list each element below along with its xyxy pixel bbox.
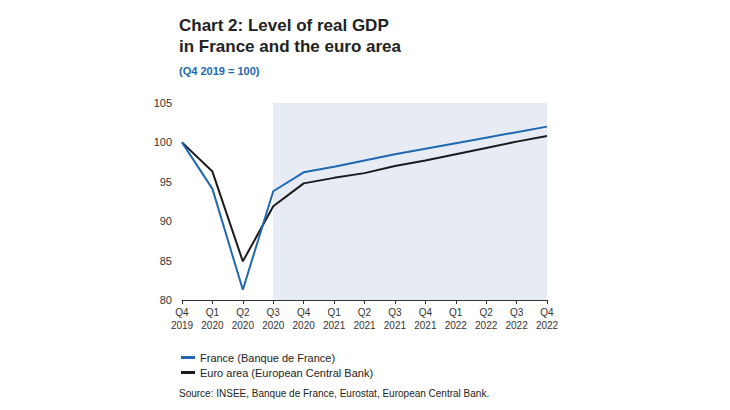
svg-text:Source: INSEE, Banque de Franc: Source: INSEE, Banque de France, Eurosta… [179, 388, 489, 399]
svg-text:Q2: Q2 [479, 307, 493, 318]
svg-text:Q1: Q1 [327, 307, 341, 318]
svg-text:2020: 2020 [262, 320, 285, 331]
svg-text:Q1: Q1 [449, 307, 463, 318]
svg-text:Q4: Q4 [540, 307, 554, 318]
svg-text:Q3: Q3 [388, 307, 402, 318]
svg-text:2020: 2020 [201, 320, 224, 331]
svg-text:100: 100 [154, 136, 172, 148]
svg-text:90: 90 [160, 215, 172, 227]
svg-text:2022: 2022 [475, 320, 498, 331]
svg-text:105: 105 [154, 97, 172, 109]
svg-text:2019: 2019 [171, 320, 194, 331]
svg-text:Q4: Q4 [419, 307, 433, 318]
svg-text:Q1: Q1 [206, 307, 220, 318]
svg-text:Q4: Q4 [297, 307, 311, 318]
svg-text:Q3: Q3 [510, 307, 524, 318]
svg-text:2021: 2021 [353, 320, 376, 331]
svg-text:85: 85 [160, 255, 172, 267]
svg-text:(Q4 2019 = 100): (Q4 2019 = 100) [179, 65, 260, 77]
svg-text:2021: 2021 [323, 320, 346, 331]
svg-text:2021: 2021 [384, 320, 407, 331]
svg-text:France (Banque de France): France (Banque de France) [200, 352, 335, 364]
svg-text:80: 80 [160, 294, 172, 306]
svg-text:2022: 2022 [505, 320, 528, 331]
svg-text:Q3: Q3 [267, 307, 281, 318]
svg-text:Chart 2: Level of real GDP: Chart 2: Level of real GDP [179, 16, 389, 35]
svg-text:2020: 2020 [293, 320, 316, 331]
svg-text:Euro area (European Central Ba: Euro area (European Central Bank) [200, 367, 373, 379]
svg-text:Q2: Q2 [358, 307, 372, 318]
svg-text:2022: 2022 [445, 320, 468, 331]
svg-text:Q4: Q4 [175, 307, 189, 318]
svg-text:2022: 2022 [536, 320, 559, 331]
svg-text:2020: 2020 [232, 320, 255, 331]
svg-text:2021: 2021 [414, 320, 437, 331]
svg-text:95: 95 [160, 176, 172, 188]
svg-text:in France and the euro area: in France and the euro area [179, 37, 402, 56]
svg-text:Q2: Q2 [236, 307, 250, 318]
